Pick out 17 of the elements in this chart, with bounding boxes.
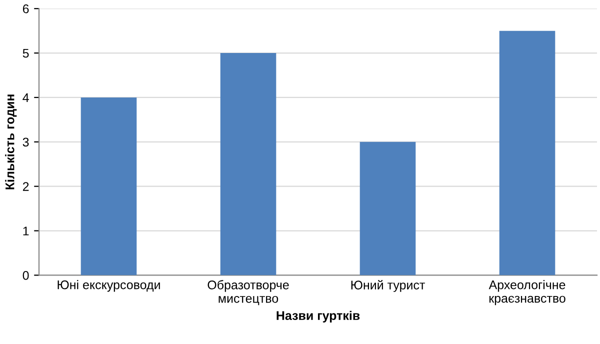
y-tick-label: 0	[22, 271, 29, 280]
y-tick-label: 5	[22, 48, 29, 58]
bar	[220, 53, 276, 276]
y-tick-label: 4	[22, 93, 29, 102]
y-tick-label: 2	[22, 182, 29, 191]
y-tick-label: 1	[23, 226, 29, 236]
x-tick-label: Археологічне краєзнавство	[488, 280, 566, 306]
bar	[80, 97, 137, 276]
x-tick-label: Образотворче мистецтво	[208, 280, 289, 306]
y-tick-label: 6	[22, 4, 29, 14]
x-axis-title: Назви гуртків	[276, 310, 360, 322]
bar	[499, 30, 556, 276]
bar	[360, 142, 416, 276]
y-axis-title: Кількість годин	[5, 94, 17, 190]
x-tick-label: Юні екскурсоводи	[58, 280, 160, 292]
x-tick-label: Юний турист	[351, 280, 425, 292]
y-tick-label: 3	[22, 138, 29, 147]
